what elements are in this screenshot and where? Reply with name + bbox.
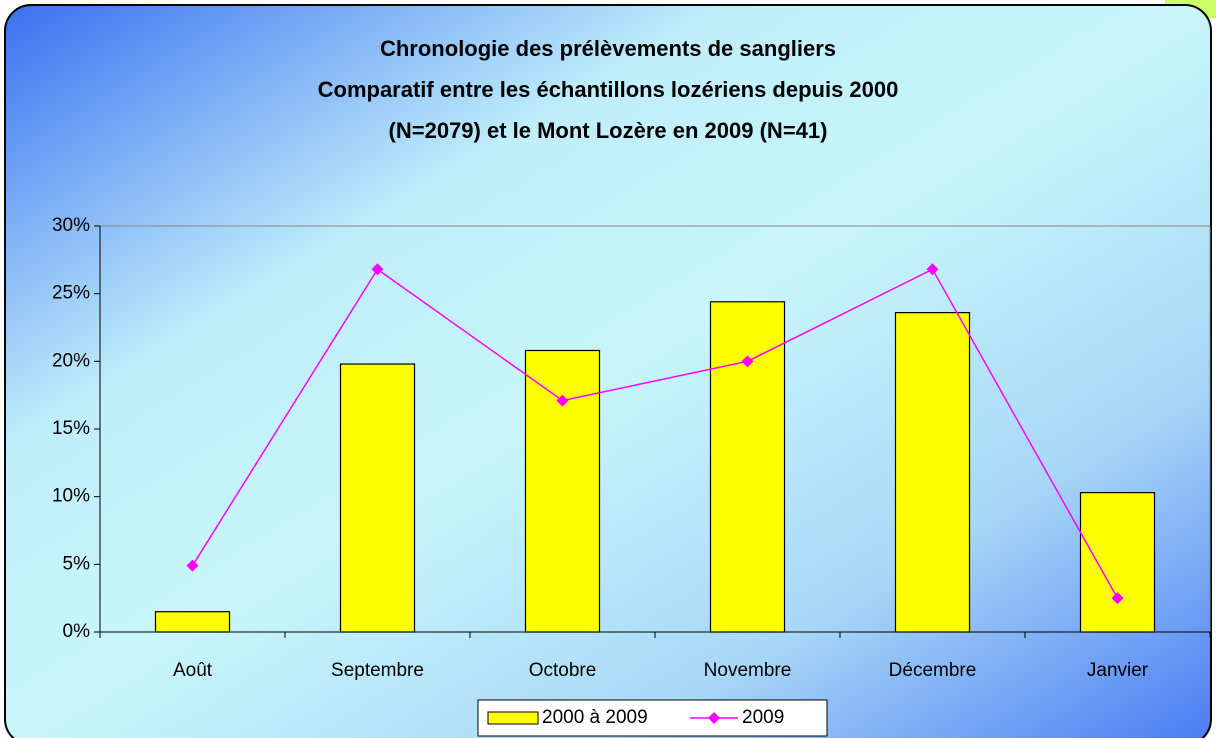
- bar: [339, 363, 416, 633]
- legend-label: 2009: [742, 707, 784, 728]
- x-tick-label: Octobre: [529, 660, 597, 681]
- x-tick-label: Septembre: [331, 660, 424, 681]
- y-tick-label: 25%: [52, 283, 90, 304]
- bar: [709, 301, 786, 633]
- point-marker: [926, 263, 939, 276]
- y-tick-label: 30%: [52, 215, 90, 236]
- point-marker: [186, 559, 199, 572]
- line: [191, 268, 1119, 599]
- legend-swatch: [487, 711, 539, 725]
- legend-label: 2000 à 2009: [542, 707, 648, 728]
- y-tick-label: 10%: [52, 486, 90, 507]
- y-tick-label: 0%: [63, 621, 91, 642]
- point-marker: [741, 355, 754, 368]
- bar: [154, 611, 231, 633]
- chart-title: Chronologie des prélèvements de sanglier…: [380, 36, 836, 61]
- x-tick-label: Janvier: [1087, 660, 1149, 681]
- x-tick-label: Décembre: [889, 660, 977, 681]
- chart-title: Comparatif entre les échantillons lozéri…: [318, 77, 899, 102]
- y-tick-label: 20%: [52, 350, 90, 371]
- point-marker: [556, 394, 569, 407]
- point-marker: [371, 263, 384, 276]
- bar: [1079, 492, 1156, 633]
- x-tick-label: Août: [173, 660, 213, 681]
- legend-swatch: [708, 712, 720, 724]
- bar: [524, 349, 601, 633]
- bar: [894, 312, 971, 633]
- chart-title: (N=2079) et le Mont Lozère en 2009 (N=41…: [389, 118, 828, 143]
- y-tick-label: 5%: [63, 553, 91, 574]
- x-tick-label: Novembre: [704, 660, 792, 681]
- point-marker: [1111, 592, 1124, 605]
- y-tick-label: 15%: [52, 418, 90, 439]
